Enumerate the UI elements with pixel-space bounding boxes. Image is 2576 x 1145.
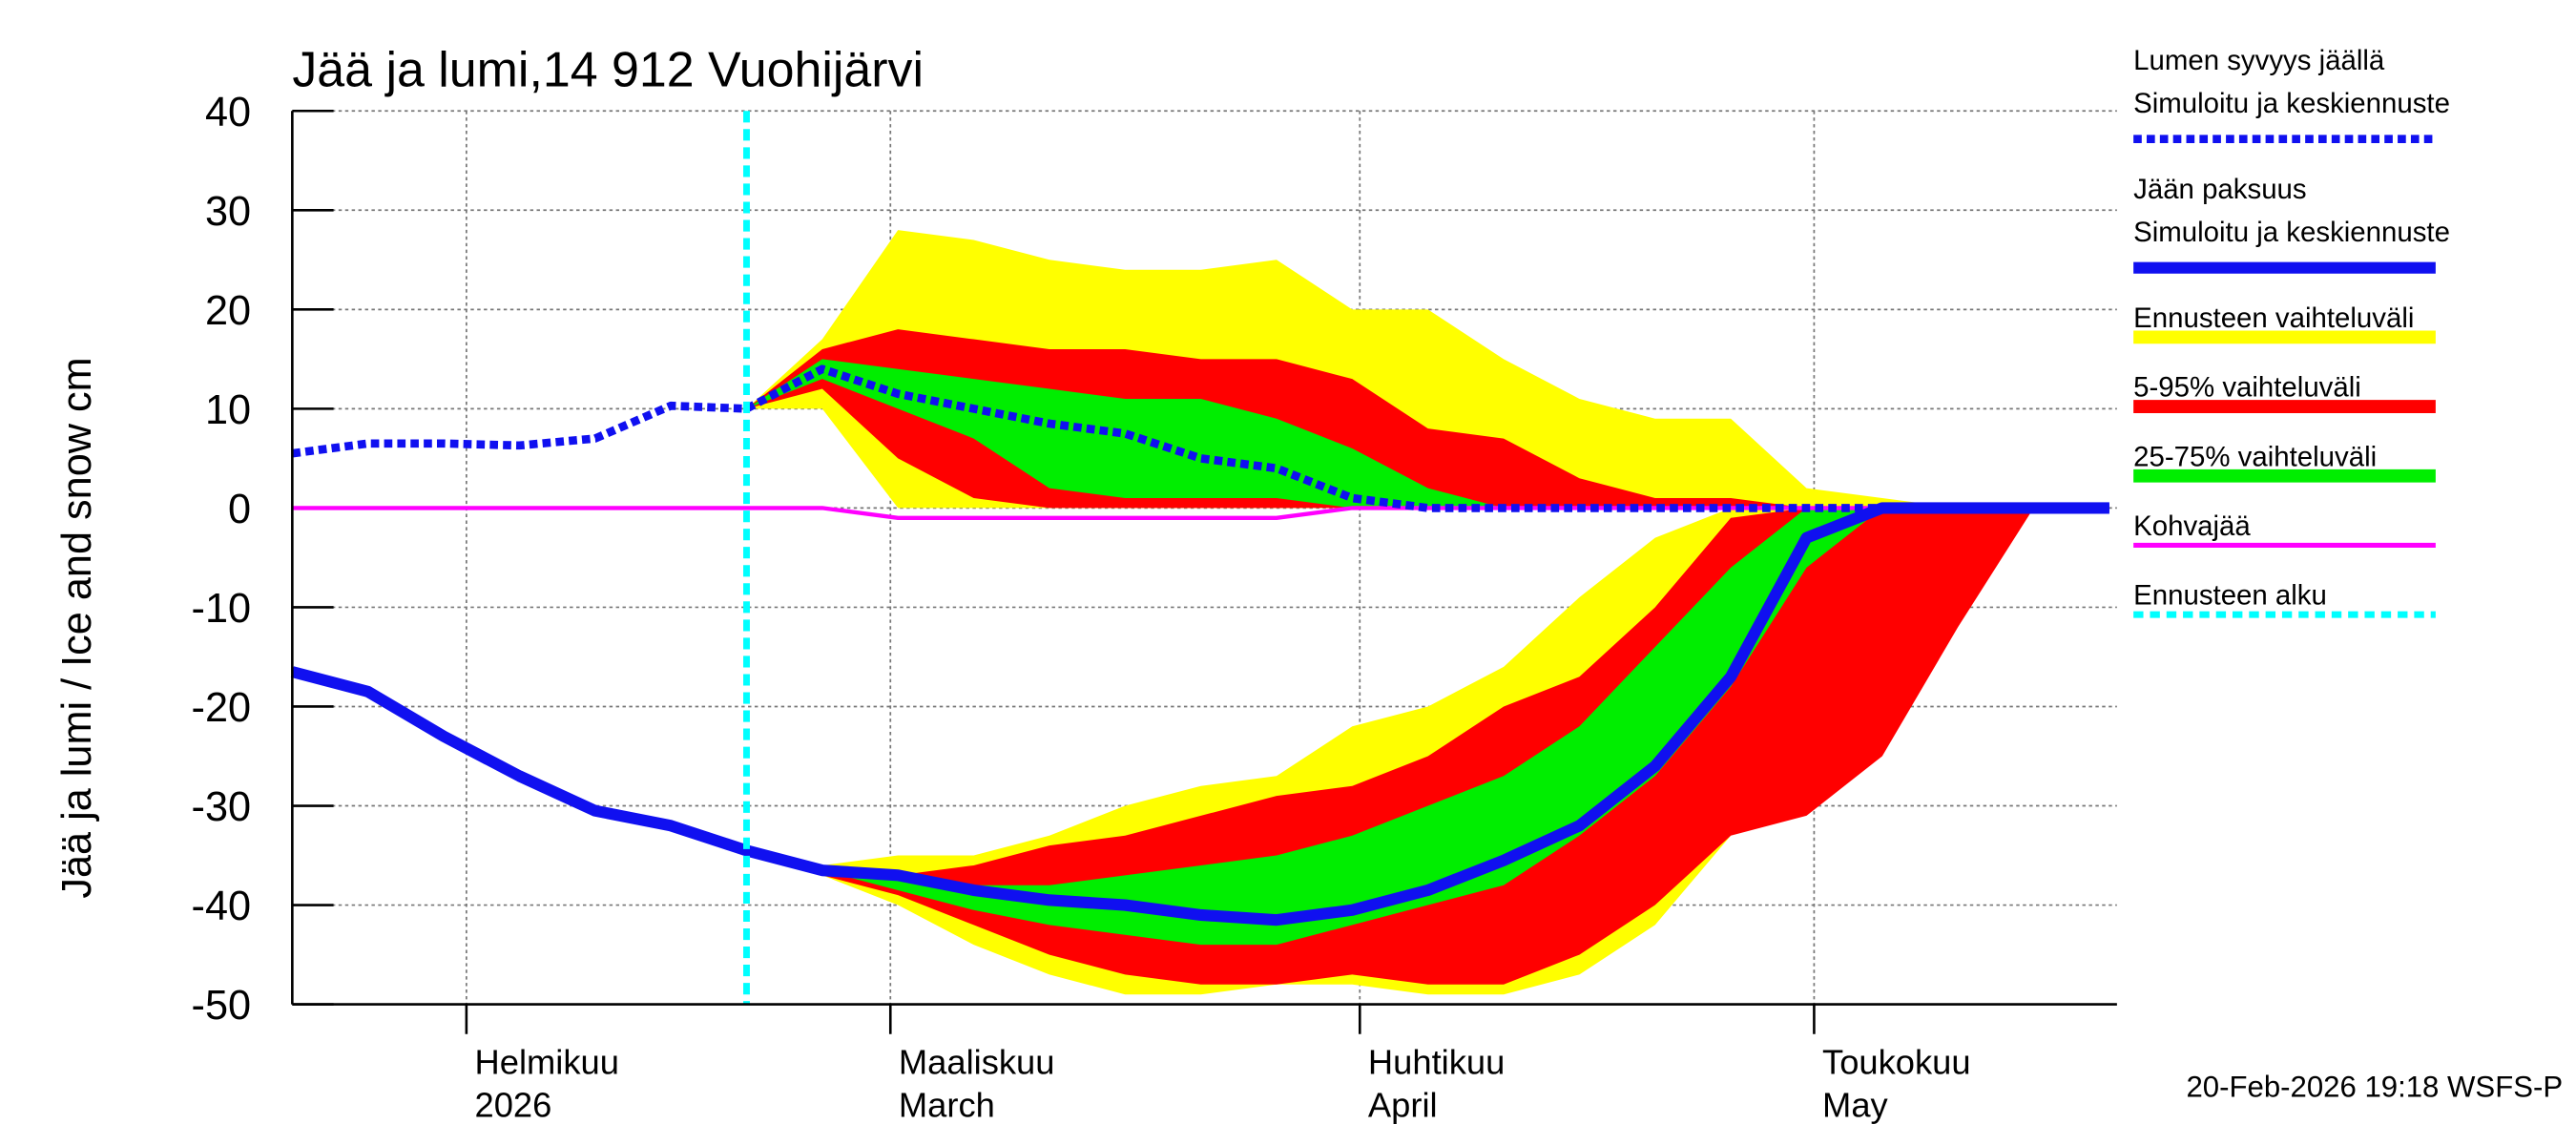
y-tick-label: 20: [205, 288, 251, 334]
band-area: [746, 359, 2109, 509]
legend-label: Ennusteen alku: [2133, 580, 2327, 612]
legend-label: Simuloitu ja keskiennuste: [2133, 217, 2450, 248]
y-tick-label: 40: [205, 90, 251, 135]
footer: 20-Feb-2026 19:18 WSFS-P: [2186, 1071, 2563, 1104]
legend-label: Ennusteen vaihteluväli: [2133, 302, 2414, 334]
y-tick-label: -30: [192, 784, 252, 830]
y-tick-label: 10: [205, 387, 251, 433]
x-tick-label: Huhtikuu: [1368, 1042, 1505, 1081]
series-line: [290, 502, 2109, 926]
x-tick-label: April: [1368, 1085, 1438, 1124]
y-axis-label: Jää ja lumi / Ice and snow cm: [54, 357, 100, 898]
y-tick-label: 30: [205, 189, 251, 235]
y-tick-label: 0: [228, 487, 251, 532]
y-tick-label: -50: [192, 983, 252, 1029]
y-tick-label: -20: [192, 685, 252, 731]
legend-label: Simuloitu ja keskiennuste: [2133, 88, 2450, 119]
legend-label: Kohvajää: [2133, 510, 2251, 542]
legend-label: Jään paksuus: [2133, 174, 2306, 205]
x-tick-label: March: [899, 1085, 995, 1124]
legend-label: 5-95% vaihteluväli: [2133, 372, 2361, 404]
chart-title: Jää ja lumi,14 912 Vuohijärvi: [292, 42, 924, 97]
x-tick-label: May: [1822, 1085, 1888, 1124]
legend-label: Lumen syvyys jäällä: [2133, 45, 2385, 76]
legend-label: 25-75% vaihteluväli: [2133, 441, 2377, 472]
x-tick-label: Maaliskuu: [899, 1042, 1055, 1081]
y-tick-label: -40: [192, 884, 252, 929]
y-tick-label: -10: [192, 586, 252, 632]
series-line: [291, 364, 2109, 512]
x-tick-label: Helmikuu: [475, 1042, 619, 1081]
x-tick-label: Toukokuu: [1822, 1042, 1971, 1081]
x-tick-label: 2026: [475, 1085, 552, 1124]
